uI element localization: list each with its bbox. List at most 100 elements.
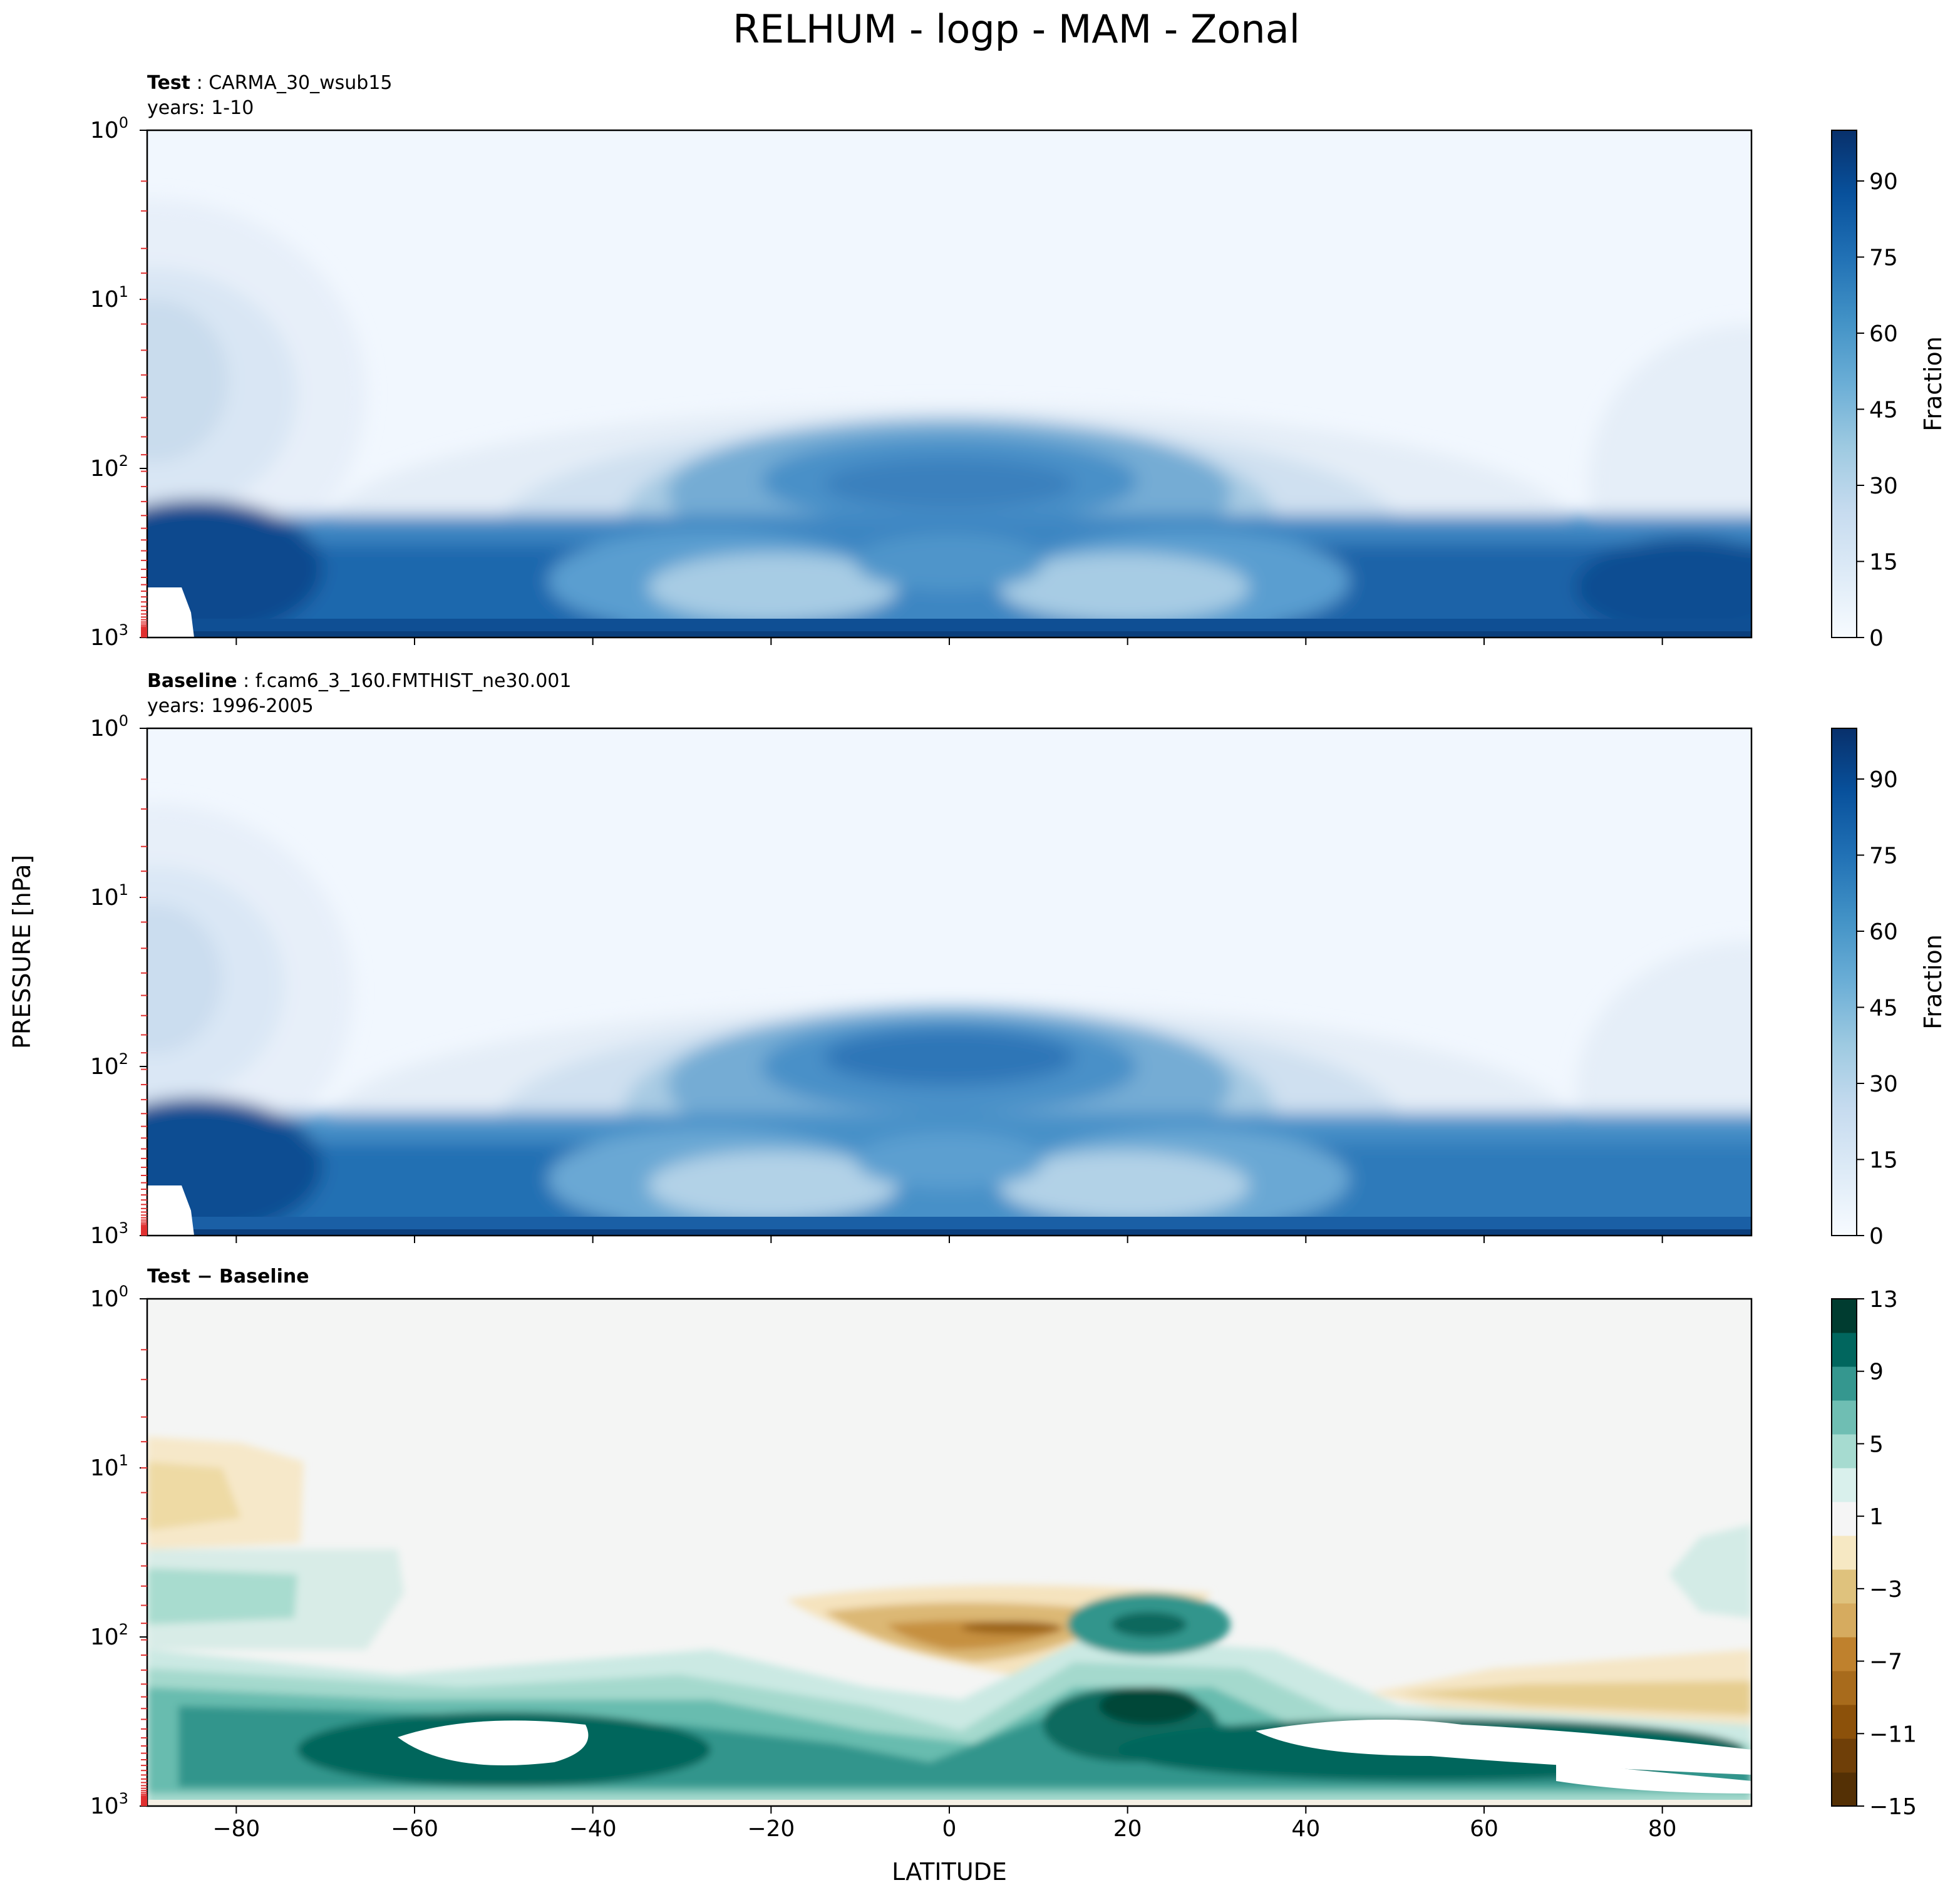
- y-tick-label: 102: [90, 452, 128, 482]
- x-tick-label: 0: [942, 1816, 957, 1842]
- terrain-mask: [147, 1185, 194, 1236]
- colorbar-tick-label: 0: [1869, 626, 1884, 651]
- contour-region: [824, 459, 1075, 509]
- x-major-ticks-difference: [235, 1806, 1663, 1814]
- panel-label-baseline-bold: Baseline: [147, 670, 237, 692]
- contour-region: [1256, 1720, 1751, 1775]
- y-tick-label: 102: [90, 1621, 128, 1650]
- colorbar-baseline: [1831, 728, 1857, 1236]
- colorbar-tick-label: 13: [1869, 1287, 1898, 1313]
- panel-label-test-sep: :: [190, 72, 209, 94]
- contour-region: [398, 1720, 589, 1765]
- colorbar-tick-label: 45: [1869, 996, 1898, 1021]
- x-tick-label: −60: [391, 1816, 438, 1842]
- colorbar-tick-label: 15: [1869, 1148, 1898, 1174]
- colorbar-tick-label: −3: [1869, 1577, 1902, 1603]
- panel-label-test-case: CARMA_30_wsub15: [209, 72, 392, 94]
- colorbar-band: [1832, 1502, 1857, 1536]
- y-major-ticks-test: [140, 130, 147, 638]
- y-ticks-test: 100 101 102 103: [90, 114, 128, 651]
- y-tick-label: 103: [90, 1219, 128, 1249]
- contour-region: [1556, 1762, 1751, 1794]
- contour-region: [1669, 1524, 1751, 1618]
- panel-label-test-bold: Test: [147, 72, 190, 94]
- figure-title: RELHUM - logp - MAM - Zonal: [733, 6, 1300, 52]
- colorbar-band: [1832, 1705, 1857, 1739]
- contour-region: [1575, 537, 1751, 638]
- contour-region: [147, 1098, 322, 1236]
- colorbar-difference-frame: [1831, 1298, 1857, 1807]
- panel-label-baseline-sep: :: [237, 670, 255, 692]
- colorbar-label-test: Fraction: [1919, 336, 1947, 431]
- x-tick-label: 80: [1648, 1816, 1677, 1842]
- contour-region: [855, 534, 1043, 591]
- y-tick-label: 100: [90, 1283, 128, 1312]
- colorbar-tick-label: 60: [1869, 919, 1898, 945]
- contour-region: [855, 1132, 1043, 1189]
- contour-region: [147, 1568, 297, 1624]
- colorbar-tick-label: −7: [1869, 1650, 1902, 1675]
- panel-test: Test : CARMA_30_wsub15 years: 1-10: [90, 72, 1947, 651]
- x-tick-label: −40: [569, 1816, 617, 1842]
- colorbar-test: [1831, 130, 1857, 638]
- contour-region: [961, 1621, 1061, 1634]
- contour-region: [147, 904, 222, 1054]
- panel-label-test: Test : CARMA_30_wsub15: [147, 72, 393, 94]
- contour-region: [1099, 1687, 1199, 1725]
- y-tick-label: 103: [90, 621, 128, 651]
- colorbar-band: [1832, 1738, 1857, 1773]
- panel-years-baseline: years: 1996-2005: [147, 695, 314, 717]
- colorbar-ticks-difference: 13 9 5 1 −3 −7 −11 −15: [1857, 1287, 1917, 1820]
- colorbar-band: [1832, 1569, 1857, 1604]
- panel-difference: Test − Baseline: [90, 1266, 1917, 1842]
- colorbar-band: [1832, 1333, 1857, 1367]
- contour-region: [147, 1462, 241, 1531]
- x-tick-labels: −80 −60 −40 −20 0 20 40 60 80: [212, 1816, 1676, 1842]
- contour-region: [824, 1029, 1075, 1085]
- x-tick-label: −80: [212, 1816, 260, 1842]
- y-ticks-baseline: 100 101 102 103: [90, 712, 128, 1249]
- colorbar-tick-label: 1: [1869, 1504, 1884, 1530]
- y-tick-label: 102: [90, 1050, 128, 1080]
- contour-region: [648, 1151, 899, 1220]
- x-tick-label: −20: [747, 1816, 795, 1842]
- y-tick-label: 100: [90, 114, 128, 143]
- x-tick-label: 20: [1113, 1816, 1142, 1842]
- y-tick-label: 101: [90, 1452, 128, 1481]
- y-tick-label: 103: [90, 1790, 128, 1819]
- contour-region: [147, 1800, 1751, 1806]
- colorbar-band: [1832, 1299, 1857, 1333]
- y-tick-label: 100: [90, 712, 128, 741]
- y-major-ticks-baseline: [140, 728, 147, 1236]
- panel-label-baseline: Baseline : f.cam6_3_160.FMTHIST_ne30.001: [147, 670, 571, 692]
- panel-years-test: years: 1-10: [147, 97, 254, 119]
- colorbar-tick-label: 45: [1869, 398, 1898, 423]
- colorbar-band: [1832, 1772, 1857, 1807]
- x-major-ticks-baseline: [235, 1236, 1663, 1243]
- x-tick-label: 60: [1470, 1816, 1498, 1842]
- model-level-ticks-test: [141, 180, 147, 638]
- colorbar-tick-label: 75: [1869, 245, 1898, 271]
- contour-region: [1112, 1612, 1187, 1637]
- colorbar-tick-label: −15: [1869, 1794, 1917, 1820]
- y-tick-label: 101: [90, 283, 128, 312]
- colorbar-difference: [1832, 1299, 1857, 1807]
- colorbar-tick-label: 9: [1869, 1360, 1884, 1385]
- colorbar-band: [1832, 1468, 1857, 1502]
- plot-area-baseline: [146, 727, 1753, 1237]
- plot-area-difference: [146, 1298, 1753, 1807]
- colorbar-tick-label: 75: [1869, 844, 1898, 869]
- colorbar-ticks-test: 0 15 30 45 60 75 90: [1857, 169, 1898, 651]
- contour-region: [147, 500, 322, 638]
- colorbar-tick-label: 5: [1869, 1432, 1884, 1457]
- colorbar-tick-label: −11: [1869, 1722, 1917, 1747]
- colorbar-tick-label: 90: [1869, 767, 1898, 793]
- colorbar-band: [1832, 1671, 1857, 1705]
- colorbar-label-baseline: Fraction: [1919, 934, 1947, 1030]
- y-axis-label: PRESSURE [hPa]: [8, 855, 36, 1049]
- contour-region: [147, 1229, 1751, 1236]
- colorbar-tick-label: 15: [1869, 550, 1898, 576]
- plot-area-test: [146, 129, 1753, 639]
- colorbar-band: [1832, 1637, 1857, 1671]
